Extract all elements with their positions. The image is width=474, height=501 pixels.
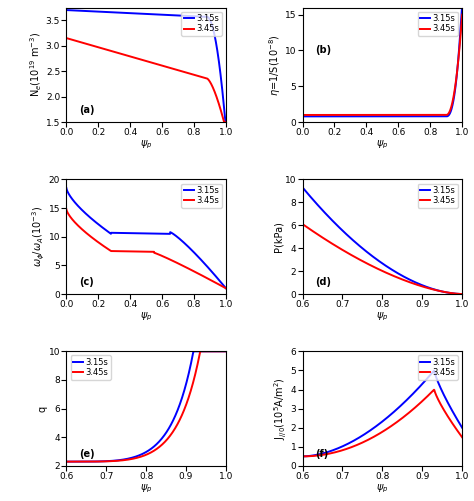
Y-axis label: $\omega_\phi$/$\omega_A$(10$^{-3}$): $\omega_\phi$/$\omega_A$(10$^{-3}$)	[31, 206, 47, 267]
Text: (c): (c)	[79, 277, 94, 287]
Text: (b): (b)	[315, 46, 331, 55]
X-axis label: $\psi_p$: $\psi_p$	[376, 482, 389, 495]
Y-axis label: J$_{//0}$(10$^5$A/m$^2$): J$_{//0}$(10$^5$A/m$^2$)	[272, 377, 289, 440]
Legend: 3.15s, 3.45s: 3.15s, 3.45s	[71, 356, 111, 380]
X-axis label: $\psi_p$: $\psi_p$	[376, 311, 389, 323]
Legend: 3.15s, 3.45s: 3.15s, 3.45s	[418, 12, 458, 36]
Legend: 3.15s, 3.45s: 3.15s, 3.45s	[182, 12, 222, 36]
Y-axis label: N$_e$(10$^{19}$ m$^{-3}$): N$_e$(10$^{19}$ m$^{-3}$)	[29, 32, 45, 97]
X-axis label: $\psi_p$: $\psi_p$	[140, 139, 152, 151]
Legend: 3.15s, 3.45s: 3.15s, 3.45s	[418, 356, 458, 380]
Text: (d): (d)	[315, 277, 331, 287]
Text: (f): (f)	[315, 449, 328, 459]
X-axis label: $\psi_p$: $\psi_p$	[376, 139, 389, 151]
X-axis label: $\psi_p$: $\psi_p$	[140, 482, 152, 495]
Text: (a): (a)	[79, 105, 95, 115]
Text: (e): (e)	[79, 449, 95, 459]
Legend: 3.15s, 3.45s: 3.15s, 3.45s	[418, 183, 458, 208]
Y-axis label: q: q	[37, 406, 47, 412]
Legend: 3.15s, 3.45s: 3.15s, 3.45s	[182, 183, 222, 208]
Y-axis label: P(kPa): P(kPa)	[273, 221, 283, 252]
Y-axis label: $\eta$=1/S(10$^{-8}$): $\eta$=1/S(10$^{-8}$)	[268, 34, 283, 96]
X-axis label: $\psi_p$: $\psi_p$	[140, 311, 152, 323]
